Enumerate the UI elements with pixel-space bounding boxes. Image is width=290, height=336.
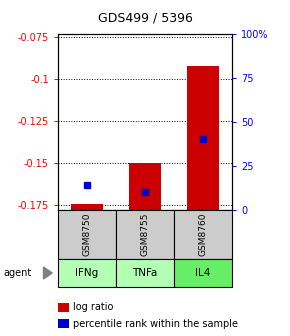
Text: agent: agent <box>3 268 31 278</box>
Text: GSM8750: GSM8750 <box>82 213 92 256</box>
Bar <box>129 163 161 210</box>
Text: log ratio: log ratio <box>73 302 114 312</box>
Text: percentile rank within the sample: percentile rank within the sample <box>73 319 238 329</box>
Text: IFNg: IFNg <box>75 268 99 278</box>
Bar <box>71 204 103 210</box>
Bar <box>187 66 219 210</box>
Text: IL4: IL4 <box>195 268 211 278</box>
Text: GSM8755: GSM8755 <box>140 213 150 256</box>
Text: GSM8760: GSM8760 <box>198 213 208 256</box>
Text: TNFa: TNFa <box>132 268 158 278</box>
Text: GDS499 / 5396: GDS499 / 5396 <box>97 12 193 25</box>
